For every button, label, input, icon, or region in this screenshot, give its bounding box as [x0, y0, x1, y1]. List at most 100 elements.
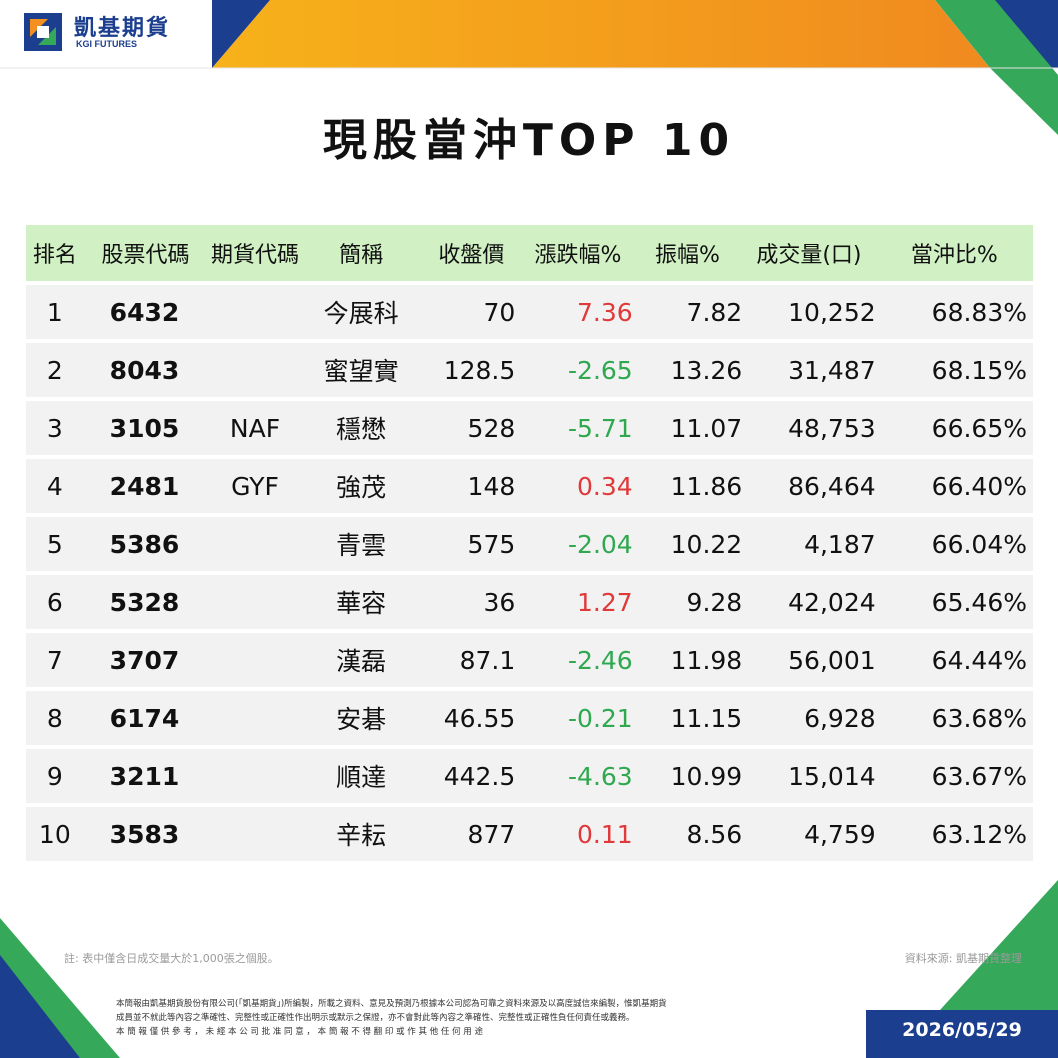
- amplitude-cell: 11.07: [632, 401, 743, 455]
- change-pct-cell: -2.46: [523, 633, 633, 687]
- close-price-cell: 148: [419, 459, 524, 513]
- futures-code-cell: [207, 285, 303, 339]
- disclaimer-line: 本 簡 報 僅 供 參 考 ， 未 經 本 公 司 批 准 同 意 ， 本 簡 …: [116, 1027, 483, 1037]
- change-pct-cell: 1.27: [523, 575, 633, 629]
- amplitude-cell: 9.28: [632, 575, 743, 629]
- close-price-cell: 87.1: [419, 633, 524, 687]
- stock-code-cell: 3707: [83, 633, 208, 687]
- table-row: 2 8043 蜜望實 128.5 -2.65 13.26 31,487 68.15%: [26, 343, 1033, 397]
- rank-cell: 7: [26, 633, 84, 687]
- volume-cell: 86,464: [742, 459, 876, 513]
- daytrade-ratio-cell: 66.04%: [875, 517, 1033, 571]
- col-header-amp: 振幅%: [632, 225, 743, 281]
- stock-name-cell: 漢磊: [302, 633, 420, 687]
- amplitude-cell: 11.15: [632, 691, 743, 745]
- futures-code-cell: [207, 691, 303, 745]
- rank-cell: 10: [26, 807, 84, 861]
- volume-cell: 56,001: [742, 633, 876, 687]
- change-pct-cell: -0.21: [523, 691, 633, 745]
- close-price-cell: 442.5: [419, 749, 524, 803]
- futures-code-cell: [207, 807, 303, 861]
- close-price-cell: 36: [419, 575, 524, 629]
- stock-name-cell: 蜜望實: [302, 343, 420, 397]
- stock-code-cell: 6432: [83, 285, 208, 339]
- amplitude-cell: 7.82: [632, 285, 743, 339]
- amplitude-cell: 11.98: [632, 633, 743, 687]
- col-header-chg: 漲跌幅%: [523, 225, 633, 281]
- table-row: 10 3583 辛耘 877 0.11 8.56 4,759 63.12%: [26, 807, 1033, 861]
- volume-cell: 31,487: [742, 343, 876, 397]
- table-row: 1 6432 今展科 70 7.36 7.82 10,252 68.83%: [26, 285, 1033, 339]
- change-pct-cell: -4.63: [523, 749, 633, 803]
- volume-cell: 15,014: [742, 749, 876, 803]
- close-price-cell: 528: [419, 401, 524, 455]
- table-header-row: 排名 股票代碼 期貨代碼 簡稱 收盤價 漲跌幅% 振幅% 成交量(口) 當沖比%: [26, 225, 1033, 281]
- stock-code-cell: 2481: [83, 459, 208, 513]
- report-date: 2026/05/29: [866, 1010, 1058, 1058]
- amplitude-cell: 8.56: [632, 807, 743, 861]
- volume-cell: 6,928: [742, 691, 876, 745]
- daytrade-ratio-cell: 66.40%: [875, 459, 1033, 513]
- volume-cell: 10,252: [742, 285, 876, 339]
- kgi-logo-icon: [24, 13, 62, 51]
- rank-cell: 4: [26, 459, 84, 513]
- stock-name-cell: 順達: [302, 749, 420, 803]
- volume-cell: 48,753: [742, 401, 876, 455]
- page-title: 現股當沖TOP 10: [322, 115, 736, 166]
- daytrade-ratio-cell: 63.12%: [875, 807, 1033, 861]
- table-row: 6 5328 華容 36 1.27 9.28 42,024 65.46%: [26, 575, 1033, 629]
- stock-name-cell: 安碁: [302, 691, 420, 745]
- close-price-cell: 128.5: [419, 343, 524, 397]
- col-header-ratio: 當沖比%: [875, 225, 1033, 281]
- daytrade-ratio-cell: 68.15%: [875, 343, 1033, 397]
- rank-cell: 6: [26, 575, 84, 629]
- stock-name-cell: 強茂: [302, 459, 420, 513]
- table-row: 3 3105 NAF 穩懋 528 -5.71 11.07 48,753 66.65%: [26, 401, 1033, 455]
- stock-code-cell: 5328: [83, 575, 208, 629]
- rank-cell: 1: [26, 285, 84, 339]
- stock-code-cell: 3211: [83, 749, 208, 803]
- rank-cell: 9: [26, 749, 84, 803]
- daytrade-ratio-cell: 65.46%: [875, 575, 1033, 629]
- close-price-cell: 70: [419, 285, 524, 339]
- table-row: 9 3211 順達 442.5 -4.63 10.99 15,014 63.67%: [26, 749, 1033, 803]
- change-pct-cell: 0.11: [523, 807, 633, 861]
- stock-name-cell: 今展科: [302, 285, 420, 339]
- table-row: 8 6174 安碁 46.55 -0.21 11.15 6,928 63.68%: [26, 691, 1033, 745]
- table-note: 註: 表中僅含日成交量大於1,000張之個股。: [64, 952, 279, 965]
- daytrade-ratio-cell: 63.67%: [875, 749, 1033, 803]
- header: 凱基期貨 KGI FUTURES: [0, 0, 1058, 68]
- volume-cell: 4,759: [742, 807, 876, 861]
- col-header-rank: 排名: [26, 225, 84, 281]
- change-pct-cell: -2.65: [523, 343, 633, 397]
- close-price-cell: 877: [419, 807, 524, 861]
- change-pct-cell: -2.04: [523, 517, 633, 571]
- stock-code-cell: 3105: [83, 401, 208, 455]
- volume-cell: 42,024: [742, 575, 876, 629]
- table-row: 4 2481 GYF 強茂 148 0.34 11.86 86,464 66.40%: [26, 459, 1033, 513]
- stock-code-cell: 6174: [83, 691, 208, 745]
- stock-code-cell: 5386: [83, 517, 208, 571]
- volume-cell: 4,187: [742, 517, 876, 571]
- col-header-close: 收盤價: [419, 225, 524, 281]
- brand-name-cn: 凱基期貨: [74, 16, 171, 41]
- stock-name-cell: 華容: [302, 575, 420, 629]
- rank-cell: 2: [26, 343, 84, 397]
- stock-name-cell: 穩懋: [302, 401, 420, 455]
- futures-code-cell: [207, 575, 303, 629]
- data-source: 資料來源: 凱基期貨整理: [904, 952, 1022, 965]
- futures-code-cell: [207, 749, 303, 803]
- col-header-fut: 期貨代碼: [207, 225, 303, 281]
- amplitude-cell: 10.22: [632, 517, 743, 571]
- col-header-name: 簡稱: [302, 225, 420, 281]
- disclaimer-line: 本簡報由凱基期貨股份有限公司(「凱基期貨」)所編製，所載之資料、意見及預測乃根據…: [116, 999, 667, 1009]
- daytrade-table: 排名 股票代碼 期貨代碼 簡稱 收盤價 漲跌幅% 振幅% 成交量(口) 當沖比%…: [26, 221, 1033, 865]
- daytrade-ratio-cell: 66.65%: [875, 401, 1033, 455]
- close-price-cell: 575: [419, 517, 524, 571]
- daytrade-ratio-cell: 68.83%: [875, 285, 1033, 339]
- col-header-code: 股票代碼: [83, 225, 208, 281]
- change-pct-cell: -5.71: [523, 401, 633, 455]
- stock-name-cell: 辛耘: [302, 807, 420, 861]
- futures-code-cell: [207, 343, 303, 397]
